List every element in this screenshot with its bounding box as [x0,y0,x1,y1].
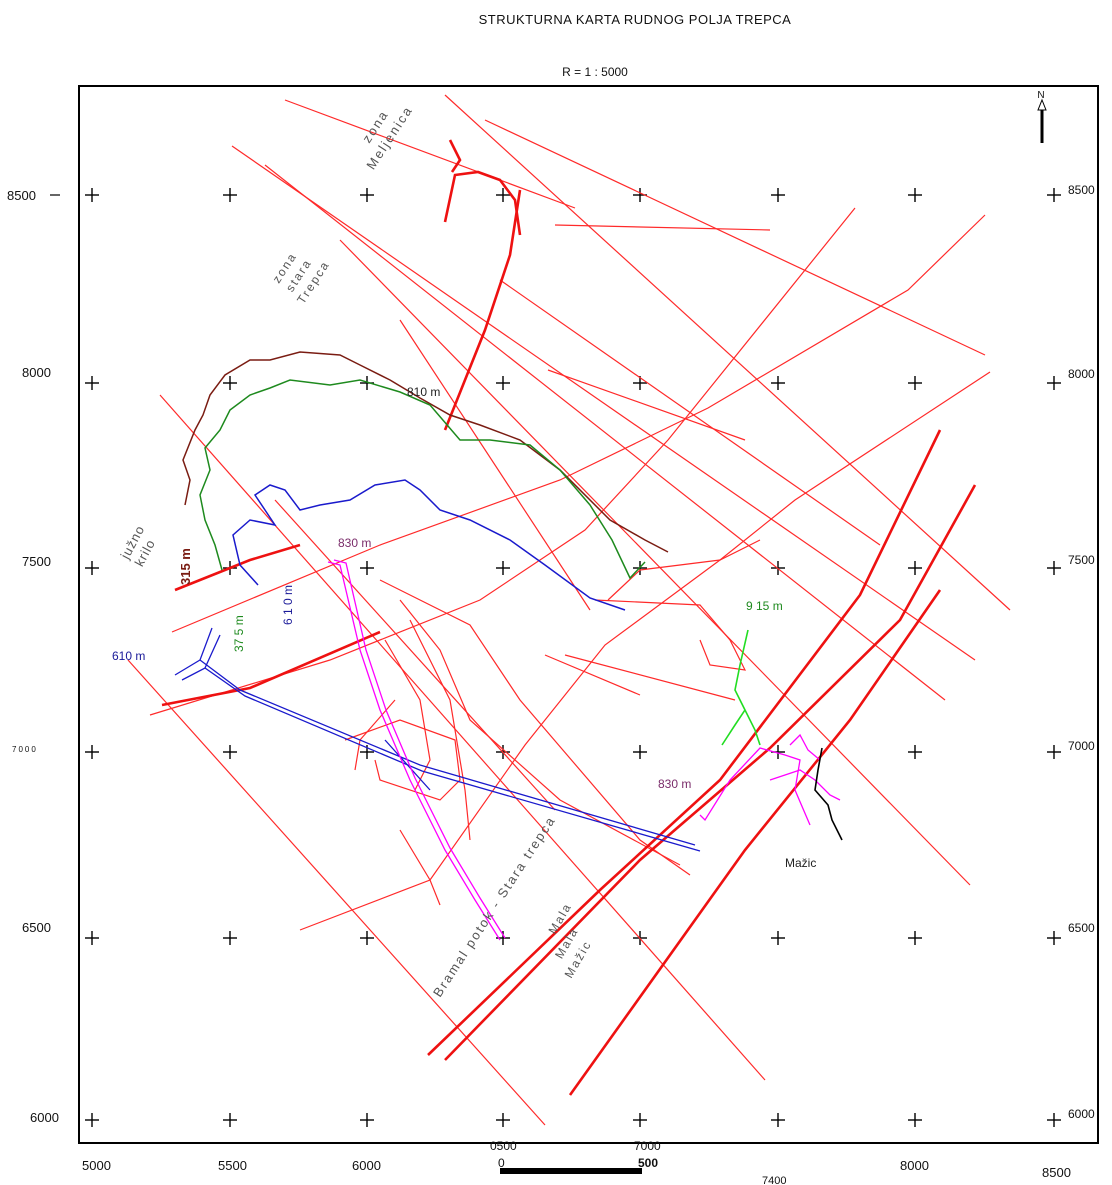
grid-cross [1047,188,1061,202]
grid-cross [85,931,99,945]
level-830b-label: 830 m [658,777,691,791]
x-label-7000: 7000 [634,1139,661,1153]
level-830-tunnel [327,559,841,941]
grid-cross [1047,931,1061,945]
bramal-potok-label: Bramal potok - Stara trepca [430,813,559,1000]
zona-meljenica-label: zona Meljenica [359,103,415,172]
y-left-7000: 7000 [12,745,38,754]
grid-cross [223,188,237,202]
level-810-label: 810 m [407,385,440,399]
grid-cross [223,376,237,390]
grid-cross [908,745,922,759]
fault-lines [127,94,1011,1126]
y-right-7500: 7500 [1068,553,1095,567]
x-label-5500: 5500 [218,1158,247,1173]
y-right-8000: 8000 [1068,367,1095,381]
juzno-krilo-label: južno krilo [117,523,158,569]
scalebar-start-label: 0 [498,1156,505,1170]
y-right-6500: 6500 [1068,921,1095,935]
y-right-6000: 6000 [1068,1107,1095,1121]
grid-cross [85,561,99,575]
north-label: N [1037,90,1044,101]
bottom-axis-labels: 5000 5500 6000 8000 8500 0500 7000 7400 [82,1139,1071,1185]
y-left-8500: 8500 [7,188,36,203]
right-axis-labels: 8500 8000 7500 7000 6500 6000 [1068,183,1095,1121]
x-label-6000: 6000 [352,1158,381,1173]
grid-cross [496,561,510,575]
grid-cross [85,745,99,759]
level-610-contour [232,479,626,611]
y-left-8000: 8000 [22,365,51,380]
level-375-label: 37 5 m [232,615,246,652]
y-right-8500: 8500 [1068,183,1095,197]
x-label-8000: 8000 [900,1158,929,1173]
level-915-tunnel [721,629,761,746]
grid-cross [908,1113,922,1127]
level-315-contour [182,351,669,553]
left-axis-labels: 8500 8000 7500 7000 6500 6000 [7,188,60,1125]
level-610-tunnel [174,627,701,852]
scale-bar: 0 500 [498,1156,658,1174]
scalebar-end-label: 500 [638,1156,658,1170]
grid-cross [908,188,922,202]
grid-cross [771,931,785,945]
grid-cross [85,188,99,202]
map-frame [78,85,1099,1144]
x-label-5000: 5000 [82,1158,111,1173]
map-scale: R = 1 : 5000 [562,65,628,79]
mazic-adit [814,747,843,841]
y-left-6000: 6000 [30,1110,59,1125]
grid-cross [223,1113,237,1127]
grid-cross [360,931,374,945]
grid-cross [1047,561,1061,575]
grid-cross [771,376,785,390]
north-arrow-icon: N [1037,90,1047,143]
level-315-label: 315 m [178,548,193,585]
grid-cross [1047,1113,1061,1127]
grid-cross [496,1113,510,1127]
grid-cross [85,1113,99,1127]
level-915-label: 9 15 m [746,599,783,613]
grid-cross [908,561,922,575]
grid-cross [85,376,99,390]
level-830a-label: 830 m [338,536,371,550]
grid-cross [223,931,237,945]
y-right-7000: 7000 [1068,739,1095,753]
grid-cross [360,188,374,202]
grid-cross [496,188,510,202]
grid-cross [360,561,374,575]
grid-cross [496,376,510,390]
map-title: STRUKTURNA KARTA RUDNOG POLJA TREPCA [479,12,792,27]
y-left-7500: 7500 [22,554,51,569]
y-left-6500: 6500 [22,920,51,935]
grid-cross [771,188,785,202]
grid-cross [360,1113,374,1127]
grid-cross [1047,745,1061,759]
level-375-contour [199,379,646,580]
zona-stara-trepca-label: zona stara Trepca [269,249,332,306]
level-610b-label: 610 m [112,649,145,663]
x-label-8500: 8500 [1042,1165,1071,1180]
grid-cross [908,931,922,945]
x-label-7400: 7400 [762,1175,786,1185]
mala-mazic-label: Mala Mala Mažic [545,900,594,980]
level-610a-label: 6 1 0 m [281,585,295,625]
x-label-0500: 0500 [490,1139,517,1153]
grid-cross [223,745,237,759]
grid-cross [1047,376,1061,390]
major-faults [161,139,977,1096]
grid-cross [771,1113,785,1127]
grid-cross [633,745,647,759]
grid-cross [633,1113,647,1127]
mazic-label: Mažic [785,856,816,870]
grid-cross [908,376,922,390]
